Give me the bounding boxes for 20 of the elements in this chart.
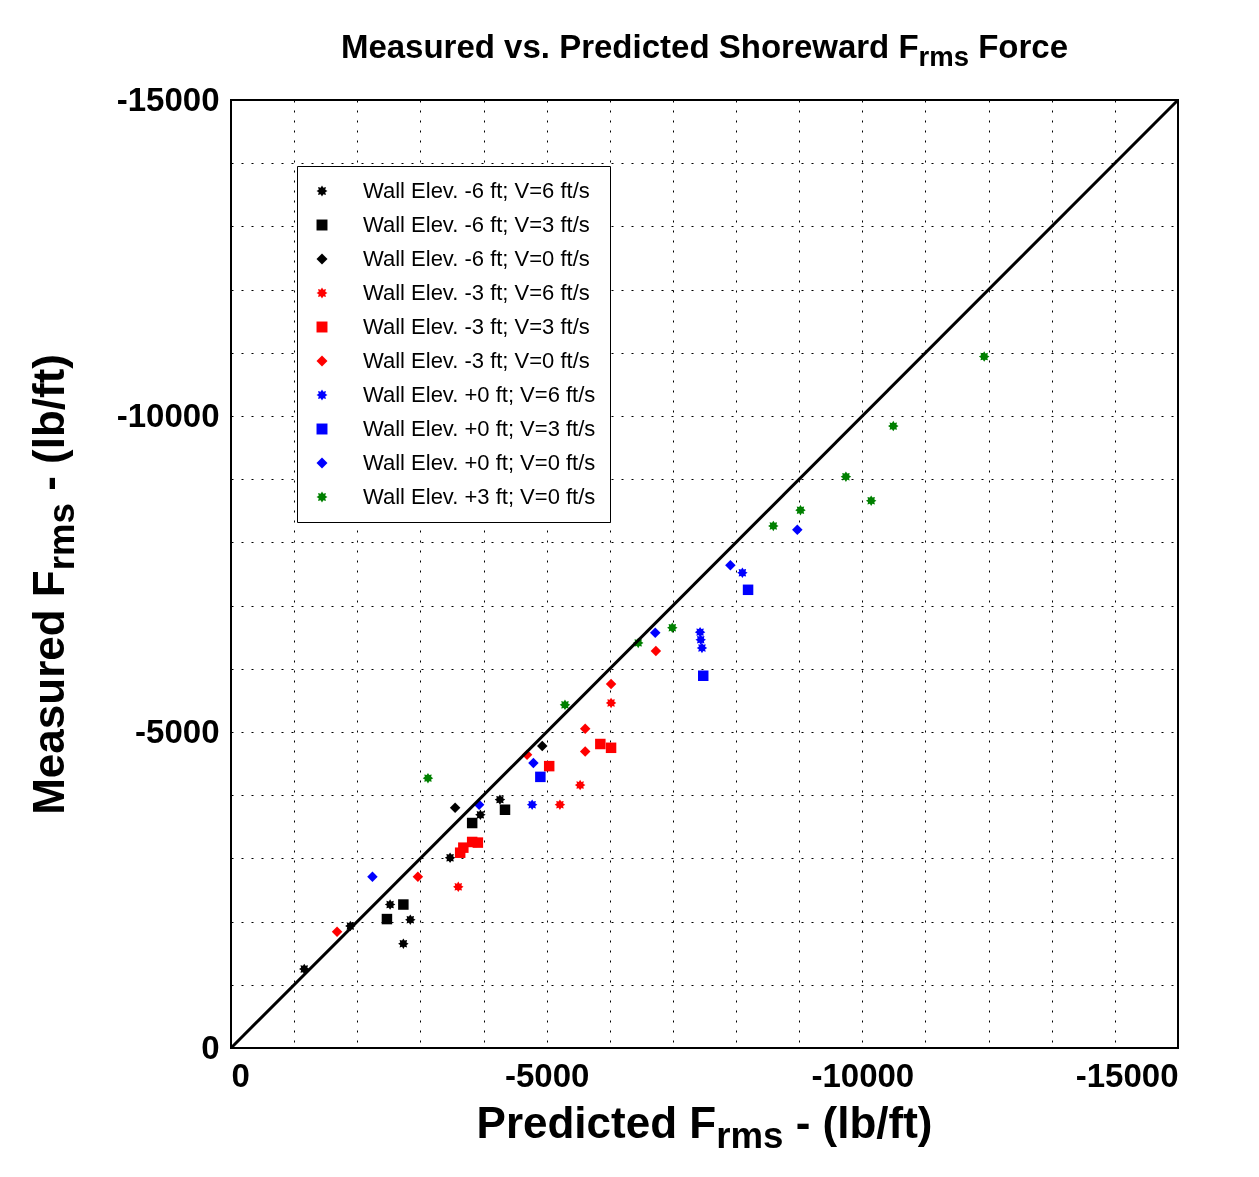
x-tick-label: 0 bbox=[231, 1056, 250, 1094]
legend-label: Wall Elev. -3 ft; V=3 ft/s bbox=[363, 314, 590, 339]
legend-label: Wall Elev. -3 ft; V=0 ft/s bbox=[363, 348, 590, 373]
legend-label: Wall Elev. +0 ft; V=0 ft/s bbox=[363, 450, 596, 475]
legend-label: Wall Elev. -6 ft; V=0 ft/s bbox=[363, 246, 590, 271]
legend-label: Wall Elev. +0 ft; V=6 ft/s bbox=[363, 382, 596, 407]
x-tick-label: -15000 bbox=[1075, 1056, 1179, 1094]
x-axis-title: Predicted F$_{rms}$ - (lb/ft) bbox=[475, 1098, 934, 1157]
legend-label: Wall Elev. -6 ft; V=6 ft/s bbox=[363, 178, 590, 203]
y-tick-label: -5000 bbox=[135, 712, 220, 750]
x-tick-label: -10000 bbox=[811, 1056, 915, 1094]
legend-label: Wall Elev. +0 ft; V=3 ft/s bbox=[363, 416, 596, 441]
x-tick-label: -5000 bbox=[504, 1056, 590, 1094]
y-tick-label: -10000 bbox=[116, 396, 220, 434]
legend-label: Wall Elev. -6 ft; V=3 ft/s bbox=[363, 212, 590, 237]
y-tick-label: -15000 bbox=[116, 80, 220, 118]
legend-label: Wall Elev. -3 ft; V=6 ft/s bbox=[363, 280, 590, 305]
chart-title: Measured vs. Predicted Shoreward F$_{rms}$ Force bbox=[339, 28, 1070, 73]
legend-label: Wall Elev. +3 ft; V=0 ft/s bbox=[363, 484, 596, 509]
y-tick-label: 0 bbox=[201, 1028, 220, 1066]
